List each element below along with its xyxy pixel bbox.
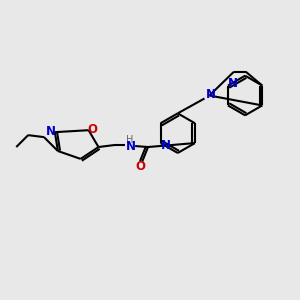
Text: N: N xyxy=(160,139,170,152)
Text: H: H xyxy=(127,135,134,145)
Text: O: O xyxy=(135,160,145,173)
Text: N: N xyxy=(46,125,56,138)
Text: N: N xyxy=(228,77,238,90)
Text: N: N xyxy=(206,88,215,101)
Text: N: N xyxy=(126,140,136,152)
Text: O: O xyxy=(88,123,98,136)
